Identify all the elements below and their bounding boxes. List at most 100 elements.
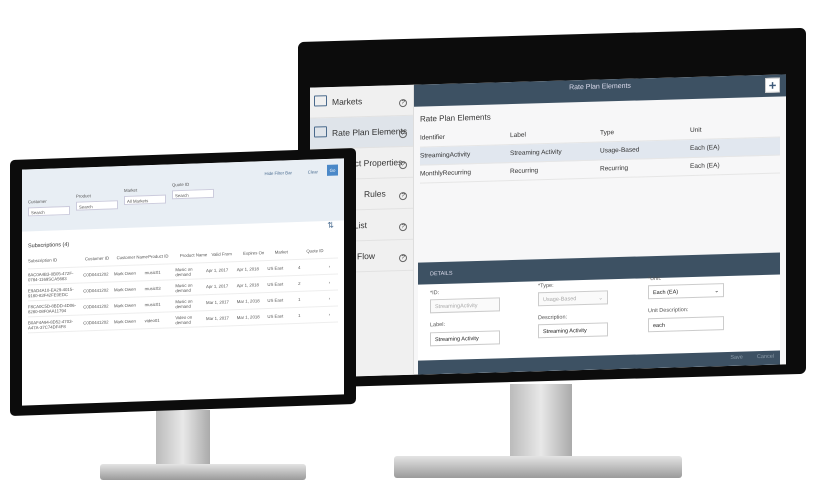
table-cell: Mark Owen: [113, 302, 136, 309]
table-cell: Mar 1, 2018: [236, 298, 260, 305]
table-cell: music03: [144, 285, 161, 292]
plus-icon: +: [768, 77, 777, 93]
table-cell: B0AF4A94-8D52-4703-A47A-37C74DF4F8: [28, 318, 73, 330]
id-field[interactable]: StreamingActivity: [430, 297, 500, 314]
label-field[interactable]: Streaming Activity: [430, 330, 500, 347]
help-icon[interactable]: ?: [399, 222, 407, 232]
table-cell: US East: [267, 281, 284, 288]
table-cell: C0D0441202: [83, 319, 109, 326]
table-cell: C0D0441202: [83, 303, 109, 310]
hide-filter-bar-button[interactable]: Hide Filter Bar: [264, 170, 292, 177]
go-button[interactable]: Go: [327, 164, 338, 176]
right-monitor-base: [394, 456, 682, 478]
help-icon[interactable]: ?: [399, 160, 407, 170]
column-header: Valid From: [211, 251, 232, 257]
product-input[interactable]: Search: [76, 200, 118, 211]
customer-filter: Customer Search: [28, 198, 70, 217]
quote-id-filter: Quote ID Search: [172, 181, 214, 200]
filter-bar: Hide Filter Bar Clear Go Customer Search …: [22, 158, 344, 232]
table-cell: US East: [267, 297, 284, 304]
table-cell: Mark Owen: [113, 270, 136, 277]
table-cell: Apr 1, 2018: [236, 266, 259, 273]
table-cell: E9AD4A10-EA29-4015-9180-83F42FE0EDC: [28, 286, 74, 298]
chevron-down-icon: ⌄: [598, 295, 603, 302]
rate-plan-table: Rate Plan Elements Identifier Label Type Un…: [420, 105, 780, 184]
column-header: Product Name: [179, 252, 208, 259]
table-cell: 8AC0A4B3-0B05-472F-0784-1169SCA5683: [28, 270, 74, 282]
type-label: *Type:: [538, 282, 554, 290]
table-cell: Apr 1, 2017: [206, 283, 229, 290]
table-cell: Music on demand: [175, 298, 193, 309]
sidebar-item-markets[interactable]: Markets?: [310, 84, 413, 119]
table-cell: Video on demand: [175, 314, 193, 325]
chevron-down-icon: ⌄: [714, 288, 719, 295]
header-bar: Rate Plan Elements +: [414, 74, 786, 107]
chevron-right-icon: ›: [328, 279, 331, 285]
unit-description-label: Unit Description:: [648, 307, 689, 315]
table-cell: Mark Owen: [113, 318, 136, 325]
label-label: Label:: [430, 321, 445, 329]
type-select[interactable]: Usage-Based ⌄: [538, 290, 608, 307]
table-cell: C0D0441202: [83, 271, 109, 278]
unit-description-field[interactable]: each: [648, 316, 724, 333]
grid-icon: [314, 126, 327, 138]
left-monitor: Hide Filter Bar Clear Go Customer Search …: [10, 147, 356, 416]
column-header: Product ID: [148, 253, 169, 260]
column-header: Subscription ID: [28, 257, 58, 264]
table-cell: video01: [144, 317, 160, 324]
cancel-button[interactable]: Cancel: [756, 353, 774, 361]
rate-plan-app: Markets? Rate Plan Elements? Product Pro…: [310, 74, 786, 378]
left-monitor-base: [100, 464, 306, 480]
chevron-right-icon: ›: [328, 263, 331, 269]
help-icon[interactable]: ?: [399, 191, 407, 201]
table-cell: Mar 1, 2017: [206, 315, 229, 322]
market-filter: Market All Markets: [124, 187, 166, 206]
chevron-right-icon: ›: [328, 311, 331, 317]
clear-button[interactable]: Clear: [307, 169, 318, 175]
chevron-right-icon: ›: [328, 295, 331, 301]
right-monitor: Markets? Rate Plan Elements? Product Pro…: [298, 27, 806, 389]
table-cell: Mar 1, 2018: [236, 314, 260, 321]
table-cell: Music on demand: [175, 282, 193, 293]
details-footer: Save Cancel: [418, 350, 780, 375]
left-monitor-stand: [156, 410, 210, 468]
customer-input[interactable]: Search: [28, 205, 70, 217]
details-panel: DETAILS *ID: StreamingActivity *Type: Us…: [418, 252, 780, 375]
table-cell: Mark Owen: [113, 286, 136, 293]
help-icon[interactable]: ?: [399, 98, 407, 108]
table-cell: Apr 1, 2018: [236, 282, 259, 289]
quote-id-input[interactable]: Search: [172, 188, 214, 200]
sort-icon[interactable]: ⇅: [327, 220, 334, 230]
table-cell: 1: [298, 312, 301, 318]
table-cell: Apr 1, 2017: [206, 267, 229, 274]
tab-details[interactable]: DETAILS: [418, 252, 780, 285]
right-monitor-stand: [510, 384, 572, 458]
sidebar-item-rate-plan-elements[interactable]: Rate Plan Elements?: [310, 115, 413, 150]
column-header: Quote ID: [306, 248, 324, 254]
id-label: *ID:: [430, 290, 440, 297]
product-filter: Product Search: [76, 192, 118, 211]
table-cell: 4: [298, 264, 301, 270]
column-header: Market: [274, 249, 288, 255]
market-icon: [314, 95, 327, 107]
column-header: Customer ID: [84, 255, 110, 262]
subscriptions-app: Hide Filter Bar Clear Go Customer Search …: [22, 158, 344, 406]
column-header: Customer Name: [116, 254, 148, 261]
table-cell: F8CA0C5D-8BDD-4D06-8280-08F0AA11794: [28, 302, 76, 314]
table-cell: 1: [298, 296, 301, 302]
market-select[interactable]: All Markets: [124, 194, 166, 206]
table-cell: Music on demand: [175, 266, 193, 277]
save-button[interactable]: Save: [730, 354, 743, 361]
table-cell: US East: [267, 265, 284, 272]
add-button[interactable]: +: [765, 77, 780, 93]
table-cell: 2: [298, 280, 301, 286]
help-icon[interactable]: ?: [399, 253, 407, 263]
unit-select[interactable]: Each (EA) ⌄: [648, 283, 724, 300]
description-label: Description:: [538, 314, 568, 322]
help-icon[interactable]: ?: [399, 129, 407, 139]
table-cell: Mar 1, 2017: [206, 299, 229, 306]
unit-label: *Unit:: [648, 275, 662, 283]
subscriptions-table: Subscriptions (4) Subscription ID Custome…: [28, 233, 338, 334]
description-field[interactable]: Streaming Activity: [538, 322, 608, 339]
column-header: Expires On: [243, 250, 265, 256]
